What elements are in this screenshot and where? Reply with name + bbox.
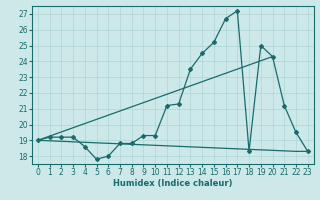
- X-axis label: Humidex (Indice chaleur): Humidex (Indice chaleur): [113, 179, 233, 188]
